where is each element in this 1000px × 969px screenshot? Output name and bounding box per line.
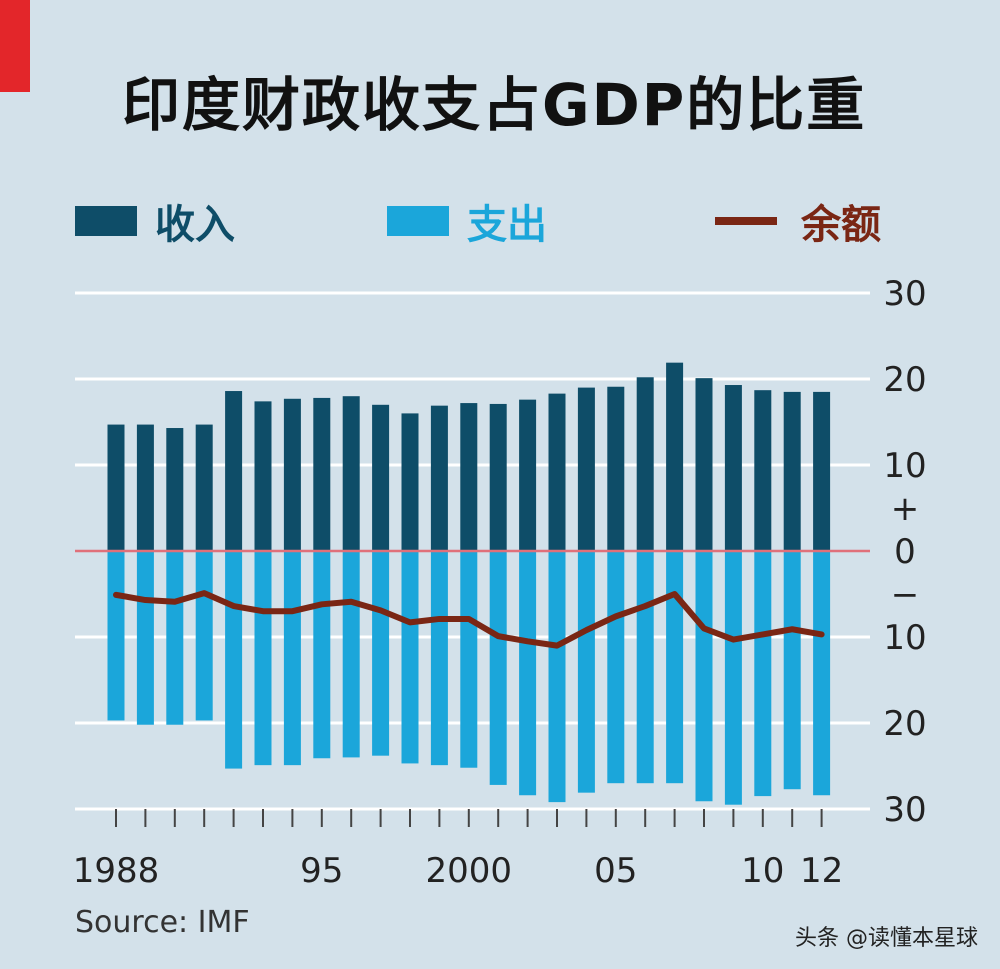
revenue-bar-1994 [283, 398, 301, 551]
y-tick-label: + [891, 489, 920, 529]
revenue-bar-1992 [225, 391, 243, 551]
y-tick-label: 20 [883, 704, 926, 744]
chart-title: 印度财政收支占GDP的比重 [122, 71, 867, 139]
expenditure-bar-2009 [724, 551, 742, 805]
expenditure-bar-2001 [489, 551, 507, 785]
x-tick-label-05: 05 [594, 851, 637, 891]
legend-label-balance: 余额 [801, 202, 881, 248]
y-tick-label: 10 [883, 618, 926, 658]
expenditure-bar-2012 [813, 551, 831, 796]
revenue-bar-1991 [195, 424, 213, 551]
expenditure-bar-1994 [283, 551, 301, 766]
expenditure-bar-1995 [313, 551, 331, 759]
expenditure-bar-1997 [372, 551, 390, 756]
revenue-bar-1993 [254, 401, 272, 551]
revenue-bar-2010 [754, 390, 772, 551]
expenditure-bar-1998 [401, 551, 419, 764]
revenue-bar-1998 [401, 413, 419, 551]
expenditure-bar-1992 [225, 551, 243, 769]
expenditure-bar-2008 [695, 551, 713, 802]
revenue-bar-2006 [636, 377, 654, 551]
legend-revenue: 收入 [75, 192, 235, 250]
expenditure-bar-1996 [342, 551, 360, 758]
expenditure-bar-2010 [754, 551, 772, 797]
expenditure-bar-2002 [519, 551, 537, 796]
expenditure-bar-2007 [666, 551, 684, 784]
expenditure-bar-1991 [195, 551, 213, 721]
expenditure-bar-1999 [430, 551, 448, 766]
revenue-bar-2004 [577, 387, 595, 551]
legend-swatch-balance [715, 217, 777, 225]
legend-expenditure: 支出 [387, 192, 547, 250]
y-tick-label: 10 [883, 446, 926, 486]
revenue-bar-1990 [166, 428, 184, 551]
expenditure-bar-1993 [254, 551, 272, 766]
revenue-bar-2011 [783, 391, 801, 551]
expenditure-bar-2004 [577, 551, 595, 793]
x-tick-label-12: 12 [800, 851, 843, 891]
revenue-bar-2001 [489, 403, 507, 551]
revenue-bar-2003 [548, 393, 566, 551]
y-tick-label: 0 [894, 532, 916, 572]
legend-balance: 余额 [715, 192, 881, 250]
revenue-bar-2012 [813, 391, 831, 551]
expenditure-bar-2005 [607, 551, 625, 784]
expenditure-bar-2003 [548, 551, 566, 803]
legend-label-revenue: 收入 [155, 202, 235, 248]
revenue-bar-2000 [460, 403, 478, 551]
legend-swatch-expenditure [387, 206, 449, 236]
expenditure-bar-1990 [166, 551, 184, 725]
revenue-bar-2005 [607, 386, 625, 551]
x-tick-label-1988: 1988 [73, 851, 160, 891]
expenditure-bar-2000 [460, 551, 478, 768]
revenue-bar-1988 [107, 424, 125, 551]
y-tick-label: 20 [883, 360, 926, 400]
revenue-bar-2008 [695, 378, 713, 551]
x-tick-label-2000: 2000 [426, 851, 513, 891]
balance-line [113, 590, 825, 649]
expenditure-bar-1989 [136, 551, 154, 725]
legend-label-expenditure: 支出 [467, 202, 547, 248]
x-tick-label-95: 95 [300, 851, 343, 891]
y-tick-label: 30 [883, 790, 926, 830]
x-tick-label-10: 10 [741, 851, 784, 891]
watermark: 头条 @读懂本星球 [795, 926, 978, 951]
expenditure-bar-2006 [636, 551, 654, 784]
revenue-bar-2002 [519, 399, 537, 551]
revenue-bar-1989 [136, 424, 154, 551]
revenue-bar-1999 [430, 405, 448, 551]
legend-swatch-revenue [75, 206, 137, 236]
revenue-bar-1997 [372, 404, 390, 551]
revenue-bar-2009 [724, 385, 742, 551]
y-tick-label: − [891, 575, 920, 615]
expenditure-bar-2011 [783, 551, 801, 790]
source-note: Source: IMF [75, 905, 250, 940]
brand-red-marker [0, 0, 30, 92]
y-tick-label: 30 [883, 274, 926, 314]
revenue-bar-1995 [313, 397, 331, 551]
revenue-bar-2007 [666, 362, 684, 551]
expenditure-bar-1988 [107, 551, 125, 721]
revenue-bar-1996 [342, 396, 360, 551]
